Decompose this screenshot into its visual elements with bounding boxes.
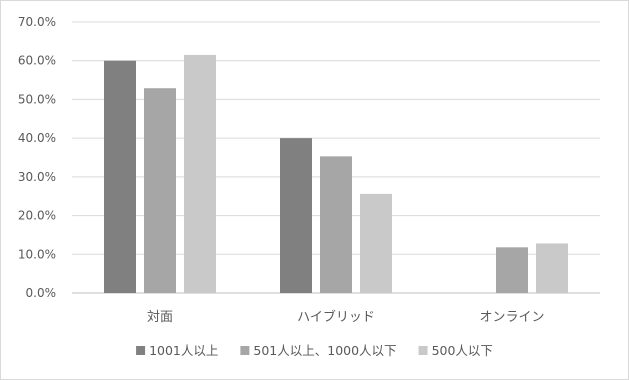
legend-label: 500人以下: [432, 343, 493, 358]
legend-swatch: [418, 346, 428, 355]
y-tick-label: 0.0%: [26, 286, 57, 300]
y-tick-label: 70.0%: [18, 15, 56, 29]
legend-item: 500人以下: [418, 343, 493, 358]
legend: 1001人以上 501人以上、1000人以下 500人以下: [136, 343, 493, 358]
legend-swatch: [240, 346, 250, 355]
y-tick-label: 30.0%: [18, 170, 56, 184]
legend-label: 501人以上、1000人以下: [253, 343, 396, 358]
bar: [320, 156, 352, 293]
y-tick-label: 10.0%: [18, 247, 56, 261]
bar: [144, 88, 176, 293]
bar: [184, 54, 216, 294]
legend-item: 1001人以上: [136, 343, 218, 358]
y-axis: 0.0% 10.0% 20.0% 30.0% 40.0% 50.0% 60.0% 70.0%: [18, 15, 56, 300]
legend-swatch: [136, 346, 146, 355]
x-axis: 対面 ハイブリッド オンライン: [147, 309, 545, 325]
y-tick-label: 40.0%: [18, 131, 56, 145]
x-category-label: ハイブリッド: [297, 309, 375, 325]
bars: [104, 54, 568, 294]
bar: [104, 60, 136, 293]
x-category-label: 対面: [147, 310, 173, 325]
x-category-label: オンライン: [479, 310, 544, 325]
bar: [496, 247, 528, 293]
bar: [536, 243, 568, 293]
bar: [360, 193, 392, 293]
y-tick-label: 20.0%: [18, 209, 56, 223]
y-tick-label: 60.0%: [18, 54, 56, 68]
legend-item: 501人以上、1000人以下: [240, 343, 397, 358]
y-tick-label: 50.0%: [18, 92, 56, 106]
legend-label: 1001人以上: [149, 343, 218, 358]
bar: [280, 138, 312, 293]
